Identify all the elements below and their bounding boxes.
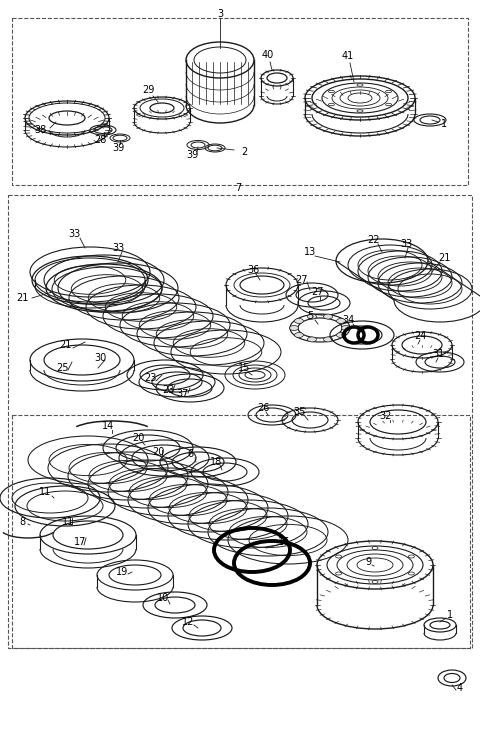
Text: 30: 30 [94,353,106,363]
Text: 1: 1 [441,119,447,129]
Text: 8: 8 [19,517,25,527]
Text: 21: 21 [16,293,28,303]
Ellipse shape [324,337,333,342]
Ellipse shape [336,333,346,338]
Ellipse shape [324,314,333,319]
Text: 18: 18 [210,457,222,467]
Text: 20: 20 [152,447,164,457]
Ellipse shape [336,318,346,324]
Text: 4: 4 [457,683,463,693]
Text: 37: 37 [176,389,188,399]
Text: 29: 29 [142,85,154,95]
Text: 34: 34 [342,315,354,325]
Text: 27: 27 [296,275,308,285]
Ellipse shape [341,326,350,330]
Text: 9: 9 [365,557,371,567]
Text: 23: 23 [144,373,156,383]
Text: 21: 21 [438,253,450,263]
Text: 15: 15 [238,363,250,373]
Ellipse shape [294,318,303,324]
Text: 2: 2 [241,147,247,157]
Text: 12: 12 [182,617,194,627]
Text: 10: 10 [157,593,169,603]
Text: 13: 13 [304,247,316,257]
Text: 31: 31 [432,349,444,359]
Text: 33: 33 [68,229,80,239]
Ellipse shape [294,333,303,338]
Text: 33: 33 [112,243,124,253]
Text: 11: 11 [39,487,51,497]
Text: 36: 36 [247,265,259,275]
Text: 41: 41 [342,51,354,61]
Text: 16: 16 [278,537,290,547]
Text: 1: 1 [447,610,453,620]
Text: 20: 20 [132,433,144,443]
Text: 17: 17 [74,537,86,547]
Text: 39: 39 [112,143,124,153]
Text: 19: 19 [116,567,128,577]
Text: 38: 38 [34,125,46,135]
Text: 26: 26 [257,403,269,413]
Text: 5: 5 [307,311,313,321]
Text: 3: 3 [217,9,223,19]
Ellipse shape [308,314,316,319]
Text: 23: 23 [162,385,174,395]
Text: 28: 28 [94,135,106,145]
Text: 39: 39 [186,150,198,160]
Text: 22: 22 [368,235,380,245]
Text: 27: 27 [312,287,324,297]
Text: 7: 7 [235,183,241,193]
Text: 6: 6 [187,449,193,459]
Text: 24: 24 [414,331,426,341]
Text: 21: 21 [59,340,71,350]
Text: 40: 40 [262,50,274,60]
Text: 14: 14 [102,421,114,431]
Text: 35: 35 [294,407,306,417]
Ellipse shape [308,337,316,342]
Ellipse shape [289,326,299,330]
Text: 33: 33 [400,239,412,249]
Text: 11: 11 [62,517,74,527]
Text: 25: 25 [56,363,68,373]
Text: 32: 32 [380,411,392,421]
